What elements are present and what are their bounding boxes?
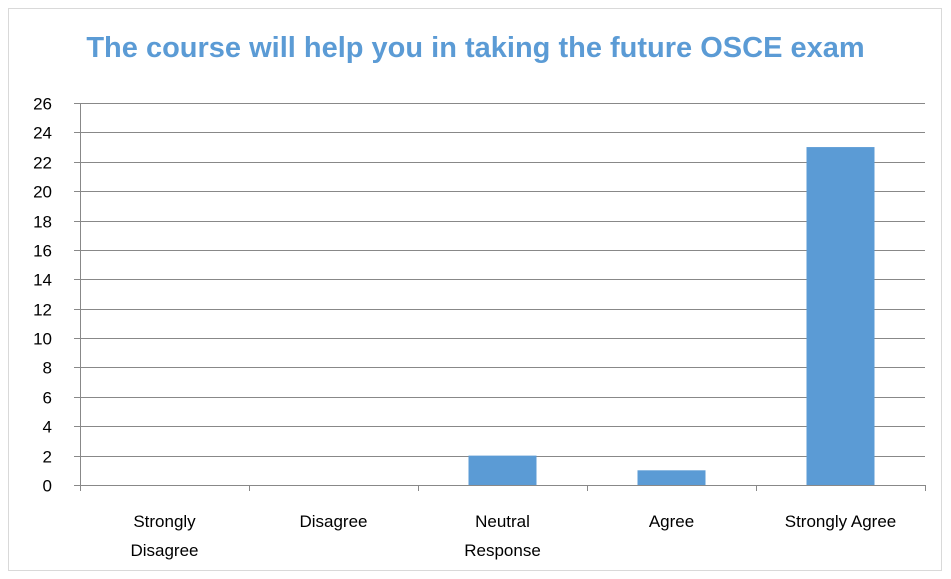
y-tick-label: 20 xyxy=(33,183,52,202)
y-tick-label: 10 xyxy=(33,330,52,349)
y-tick-label: 24 xyxy=(33,124,52,143)
y-tick-label: 16 xyxy=(33,242,52,261)
category-label: Response xyxy=(464,541,541,560)
category-label: Agree xyxy=(649,512,694,531)
category-label: Strongly xyxy=(133,512,196,531)
y-tick-label: 18 xyxy=(33,213,52,232)
y-tick-label: 2 xyxy=(43,448,52,467)
bar-3 xyxy=(637,470,706,485)
y-tick-label: 4 xyxy=(43,418,52,437)
y-tick-label: 8 xyxy=(43,359,52,378)
chart-title: The course will help you in taking the f… xyxy=(86,32,865,64)
category-label: Disagree xyxy=(299,512,367,531)
y-tick-label: 14 xyxy=(33,271,52,290)
y-tick-label: 22 xyxy=(33,154,52,173)
y-tick-label: 26 xyxy=(33,95,52,114)
y-tick-label: 12 xyxy=(33,301,52,320)
bar-4 xyxy=(806,147,875,486)
bar-2 xyxy=(468,455,537,485)
y-tick-label: 0 xyxy=(43,477,52,496)
category-label: Strongly Agree xyxy=(785,512,897,531)
category-label: Neutral xyxy=(475,512,530,531)
category-label: Disagree xyxy=(130,541,198,560)
y-tick-label: 6 xyxy=(43,389,52,408)
